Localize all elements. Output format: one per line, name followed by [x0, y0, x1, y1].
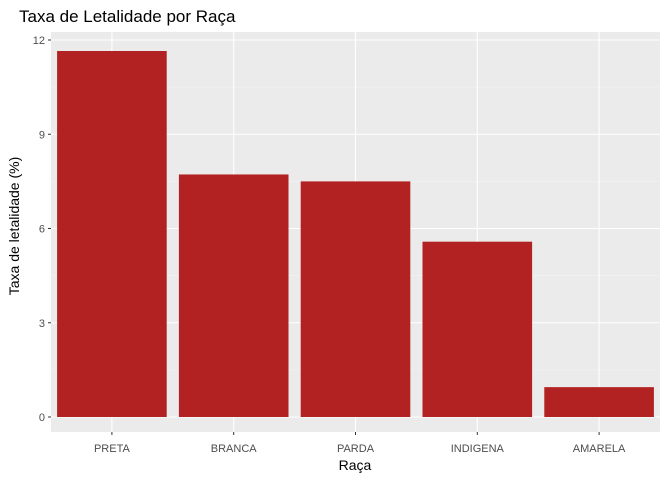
bar-indigena [422, 241, 533, 417]
y-tick-label: 3 [39, 318, 45, 330]
y-tick-label: 12 [33, 35, 45, 47]
bar-amarela [544, 387, 654, 417]
y-tick-label: 6 [39, 224, 45, 236]
bar-parda [300, 181, 411, 417]
y-tick-label: 0 [39, 412, 45, 424]
x-tick-label: AMARELA [573, 443, 626, 455]
x-tick-label: PARDA [337, 443, 375, 455]
x-tick-label: PRETA [94, 443, 131, 455]
y-axis: 0 3 6 9 12 [33, 35, 51, 424]
x-axis-title: Raça [339, 457, 372, 473]
bar-branca [178, 174, 289, 417]
x-tick-label: BRANCA [211, 443, 258, 455]
bars [57, 50, 654, 417]
chart-title: Taxa de Letalidade por Raça [19, 7, 236, 26]
y-axis-title: Taxa de letalidade (%) [6, 157, 22, 296]
bar-preta [57, 50, 167, 417]
x-tick-label: INDIGENA [451, 443, 505, 455]
y-tick-label: 9 [39, 129, 45, 141]
x-axis: PRETA BRANCA PARDA INDIGENA AMARELA [94, 432, 626, 455]
